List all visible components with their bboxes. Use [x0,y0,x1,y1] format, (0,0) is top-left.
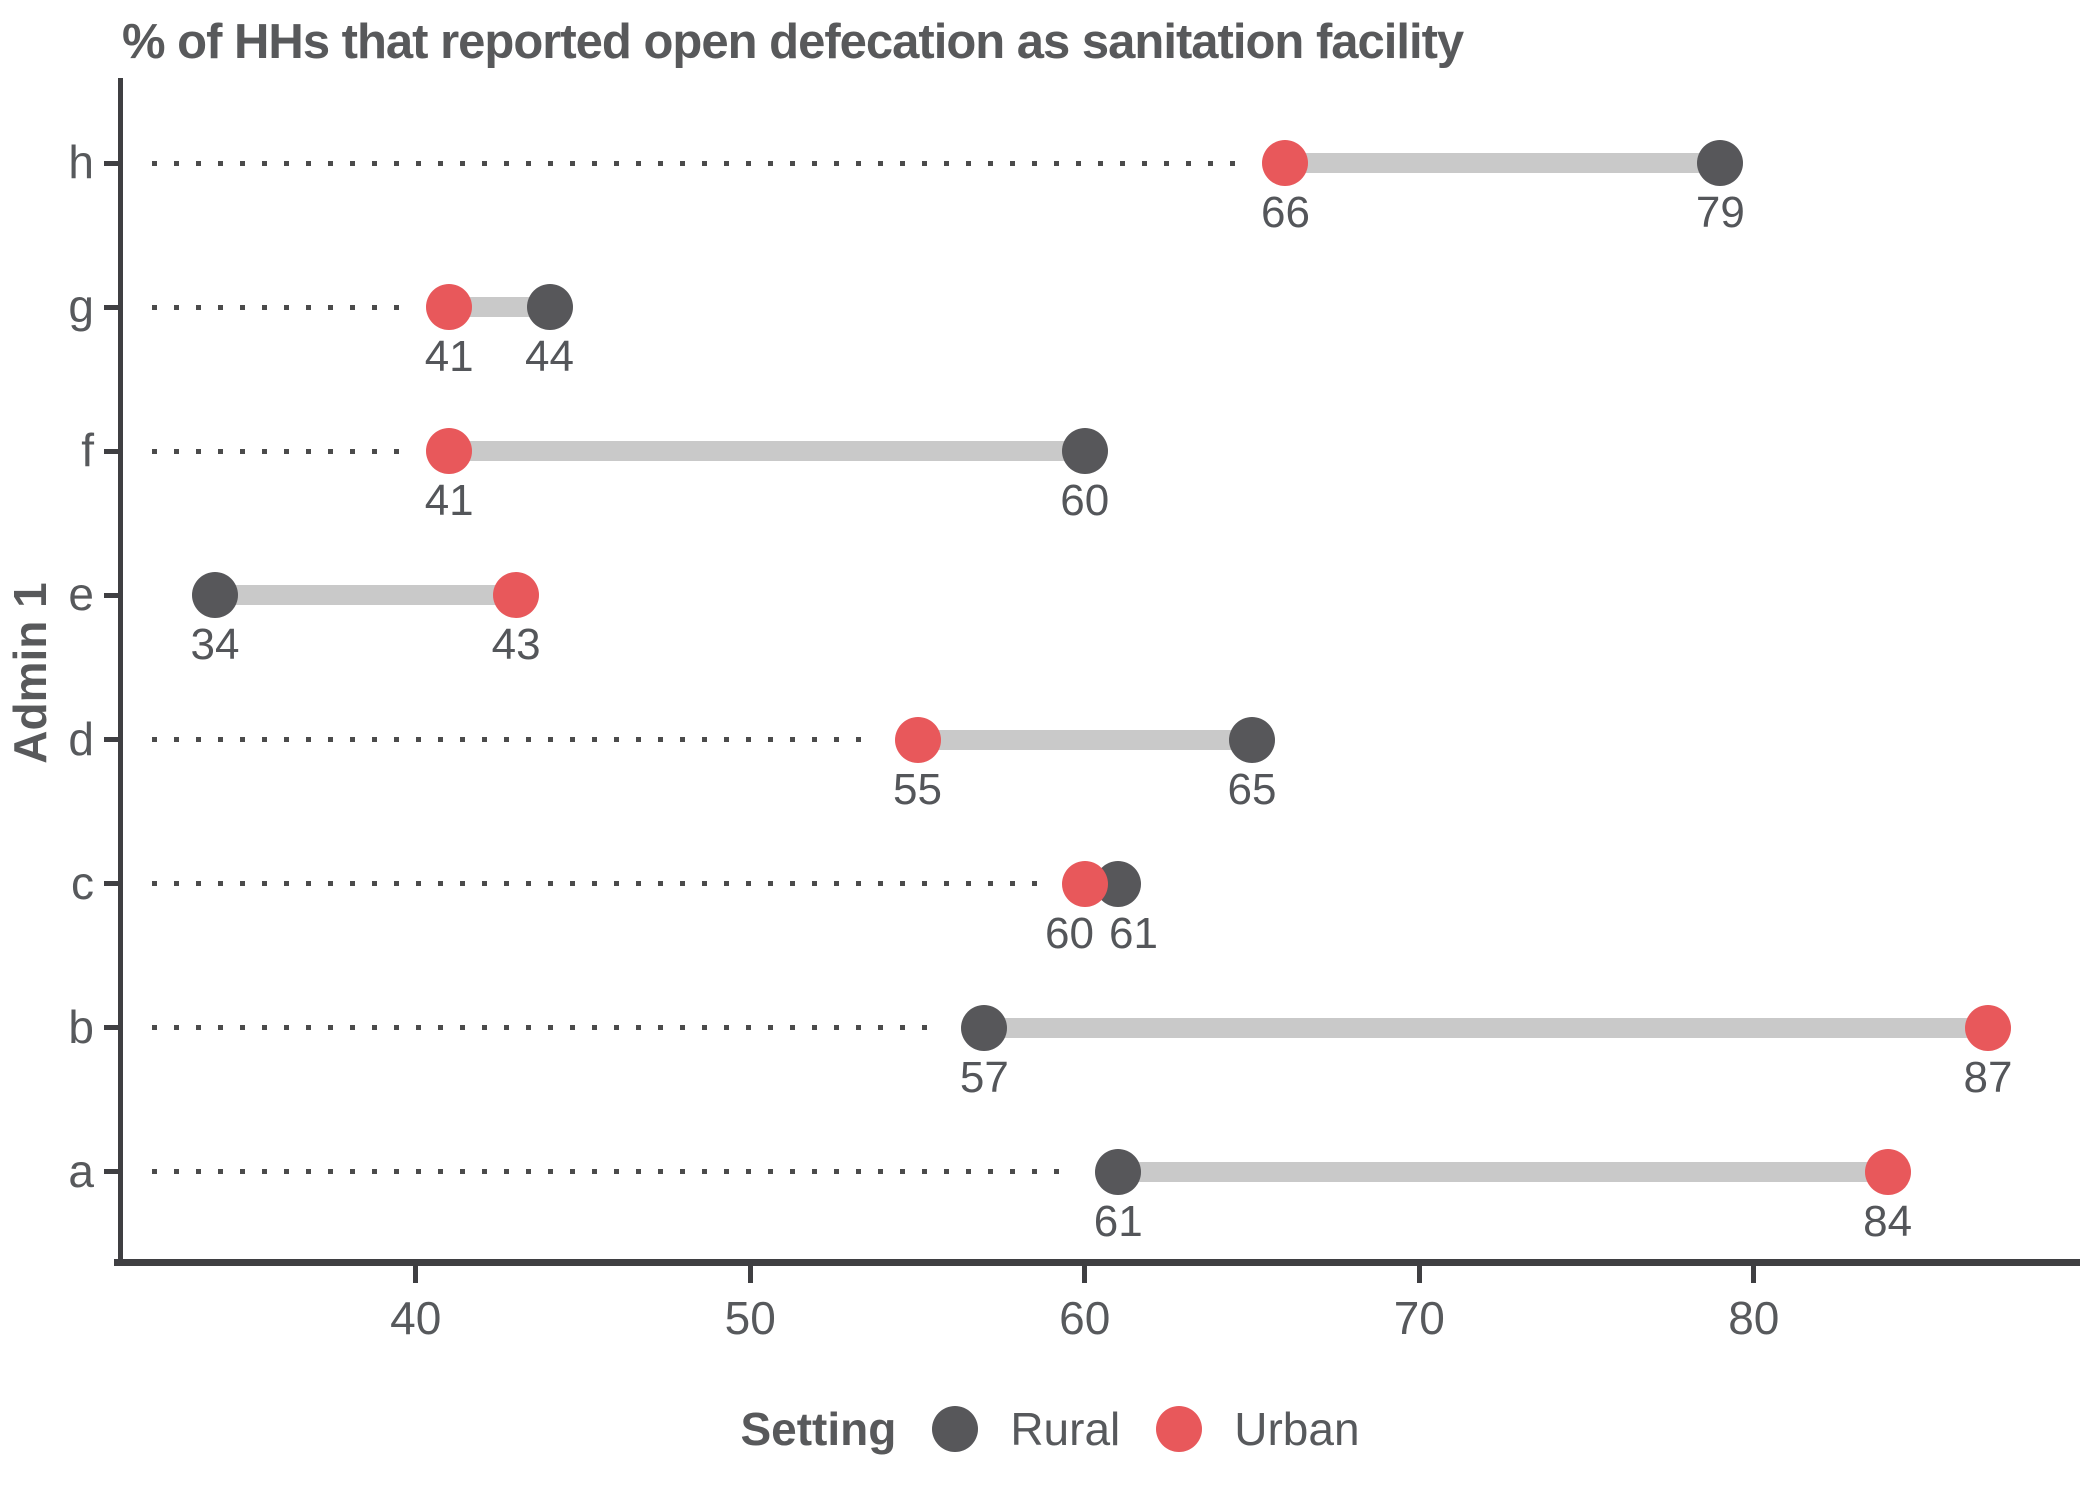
y-tick-label-d: d [68,712,94,765]
x-tick-60 [1082,1266,1088,1283]
connector-bar-a [1118,1161,1888,1182]
urban-value-c: 60 [1045,908,1094,958]
urban-dot-icon [1156,1406,1203,1452]
rural-dot-g [526,284,573,331]
rural-dot-a [1095,1148,1142,1195]
chart-title: % of HHs that reported open defecation a… [122,15,1464,69]
rural-value-e: 34 [190,620,240,670]
connector-bar-h [1285,153,1721,173]
leader-line-f [152,448,408,454]
connector-bar-d [917,729,1253,750]
leader-line-h [152,160,1244,166]
y-tick-g [104,304,119,310]
y-tick-b [104,1025,119,1031]
urban-dot-e [493,572,540,619]
urban-value-h: 66 [1261,188,1310,237]
y-tick-e [104,592,119,598]
x-tick-label-40: 40 [390,1292,442,1344]
legend-item-rural: Rural [932,1402,1120,1456]
rural-value-g: 44 [525,332,574,382]
rural-value-d: 65 [1227,764,1277,814]
rural-dot-f [1061,428,1108,475]
urban-value-b: 87 [1963,1052,2013,1102]
urban-dot-b [1964,1004,2011,1051]
y-tick-f [104,448,119,454]
y-tick-label-a: a [68,1144,94,1197]
rural-value-c: 61 [1109,908,1158,958]
urban-dot-h [1262,140,1309,186]
y-tick-label-h: h [68,136,94,188]
rural-dot-b [961,1004,1008,1051]
leader-line-a [152,1169,1077,1175]
connector-bar-e [215,585,517,606]
legend-item-urban: Urban [1156,1402,1360,1456]
legend-label-rural: Rural [1010,1403,1121,1455]
rural-value-a: 61 [1093,1196,1143,1246]
y-axis-line [118,78,123,1265]
x-tick-50 [747,1266,753,1283]
x-tick-label-50: 50 [724,1292,776,1344]
urban-value-f: 41 [424,476,474,526]
x-tick-label-60: 60 [1059,1292,1111,1344]
rural-value-f: 60 [1060,476,1110,526]
urban-value-a: 84 [1863,1196,1913,1246]
leader-line-c [152,881,1043,887]
urban-dot-d [894,716,941,763]
connector-bar-g [449,297,550,318]
rural-dot-icon [932,1406,979,1452]
y-tick-label-f: f [81,424,94,477]
urban-value-d: 55 [893,764,942,814]
leader-line-g [152,304,408,310]
x-axis-line [114,1259,2080,1266]
y-axis-title: Admin 1 [4,582,56,764]
rural-value-h: 79 [1695,188,1745,237]
urban-value-g: 41 [424,332,474,382]
x-tick-label-80: 80 [1728,1292,1780,1344]
leader-line-d [152,737,876,743]
y-tick-label-e: e [68,568,94,621]
rural-dot-h [1697,140,1744,186]
rural-value-b: 57 [959,1052,1009,1102]
urban-dot-f [426,428,473,475]
legend-title: Setting [740,1403,897,1455]
connector-bar-b [984,1017,1988,1038]
x-tick-70 [1416,1266,1422,1283]
y-tick-c [104,881,119,887]
rural-dot-d [1229,716,1276,763]
legend: Setting Rural Urban [0,1393,2100,1465]
rural-dot-e [192,572,238,619]
x-tick-80 [1751,1266,1757,1283]
y-tick-label-b: b [68,1000,94,1053]
y-tick-a [104,1169,119,1175]
y-tick-label-c: c [71,856,94,909]
y-tick-label-g: g [68,280,94,333]
leader-line-b [152,1025,943,1031]
y-tick-h [104,160,119,166]
connector-bar-f [449,441,1085,462]
urban-dot-c [1061,860,1108,907]
urban-value-e: 43 [491,620,541,670]
x-tick-label-70: 70 [1393,1292,1445,1344]
urban-dot-a [1864,1148,1911,1195]
x-tick-40 [413,1266,419,1283]
legend-label-urban: Urban [1234,1403,1360,1455]
urban-dot-g [426,284,473,331]
y-tick-d [104,737,119,743]
